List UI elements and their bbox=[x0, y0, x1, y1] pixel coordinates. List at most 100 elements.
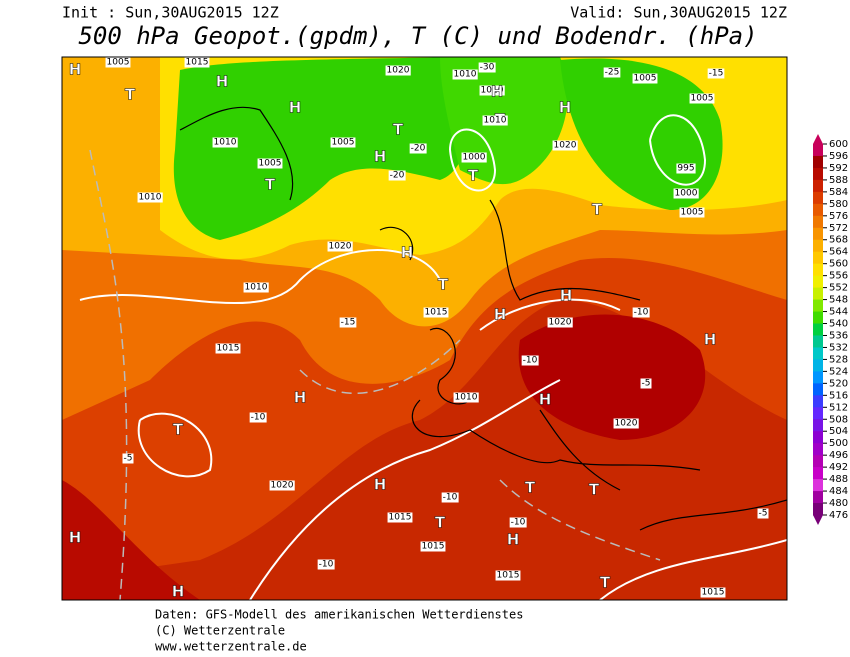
colorbar-band bbox=[813, 419, 823, 432]
label-box bbox=[122, 453, 134, 464]
label-box bbox=[453, 392, 479, 403]
contour-label: -20 bbox=[390, 171, 405, 181]
colorbar-label: 560 bbox=[829, 259, 848, 270]
contour-label: 1020 bbox=[387, 66, 410, 76]
pressure-center: H bbox=[69, 61, 82, 79]
colorbar-band bbox=[813, 431, 823, 444]
colorbar-label: 568 bbox=[829, 235, 848, 246]
colorbar-band bbox=[813, 263, 823, 277]
label-box bbox=[509, 517, 527, 528]
contour-label: 1015 bbox=[217, 344, 240, 354]
contour-label: -10 bbox=[634, 308, 649, 318]
colorbar-band bbox=[813, 227, 823, 241]
pressure-center: T bbox=[592, 201, 603, 219]
contour-label: 1010 bbox=[454, 70, 477, 80]
contour-label: 1020 bbox=[549, 318, 572, 328]
contour-label: 995 bbox=[677, 164, 694, 174]
pressure-center: H bbox=[507, 531, 520, 549]
pressure-center: H bbox=[560, 287, 573, 305]
colorbar-label: 580 bbox=[829, 199, 848, 210]
contour-label: -5 bbox=[759, 509, 768, 519]
pressure-center: H bbox=[216, 73, 229, 91]
pressure-center: T bbox=[265, 176, 276, 194]
contour-label: -30 bbox=[480, 63, 495, 73]
colorbar-band bbox=[813, 179, 823, 193]
colorbar-band bbox=[813, 251, 823, 265]
colorbar-label: 512 bbox=[829, 402, 848, 413]
colorbar-band bbox=[813, 155, 823, 169]
colorbar-label: 556 bbox=[829, 271, 848, 282]
label-box bbox=[327, 241, 353, 252]
colorbar-label: 548 bbox=[829, 295, 848, 306]
contour-label: -5 bbox=[124, 454, 133, 464]
contour-label: -20 bbox=[411, 144, 426, 154]
colorbar-band bbox=[813, 144, 823, 157]
label-box bbox=[388, 170, 406, 181]
label-box bbox=[212, 137, 238, 148]
contour-label: 1010 bbox=[245, 283, 268, 293]
colorbar-band bbox=[813, 203, 823, 217]
contour-label: 1010 bbox=[139, 193, 162, 203]
colorbar-band bbox=[813, 347, 823, 360]
pressure-center: T bbox=[125, 86, 136, 104]
pressure-center: T bbox=[468, 167, 479, 185]
pressure-center: T bbox=[438, 276, 449, 294]
pressure-center: T bbox=[600, 574, 611, 592]
label-box bbox=[385, 65, 411, 76]
label-box bbox=[257, 158, 283, 169]
valid-time: Valid: Sun,30AUG2015 12Z bbox=[570, 4, 787, 22]
label-box bbox=[243, 282, 269, 293]
contour-label: 1015 bbox=[389, 513, 412, 523]
map-title: 500 hPa Geopot.(gpdm), T (C) und Bodendr… bbox=[78, 22, 757, 50]
label-box bbox=[700, 587, 726, 598]
label-box bbox=[409, 143, 427, 154]
colorbar-band bbox=[813, 359, 823, 372]
colorbar-label: 540 bbox=[829, 319, 848, 330]
colorbar-band bbox=[813, 311, 823, 325]
pressure-center: H bbox=[494, 306, 507, 324]
pressure-center: T bbox=[525, 479, 536, 497]
contour-label: -5 bbox=[642, 379, 651, 389]
colorbar-label: 524 bbox=[829, 366, 848, 377]
pressure-center: T bbox=[173, 421, 184, 439]
colorbar-band bbox=[813, 239, 823, 253]
contour-label: 1005 bbox=[259, 159, 282, 169]
contour-label: 1015 bbox=[422, 542, 445, 552]
colorbar-band bbox=[813, 443, 823, 456]
label-box bbox=[452, 69, 478, 80]
label-box bbox=[676, 163, 696, 174]
contour-label: 1005 bbox=[681, 208, 704, 218]
contour-label: 1015 bbox=[702, 588, 725, 598]
pressure-center: H bbox=[491, 83, 504, 101]
contour-label: 1020 bbox=[615, 419, 638, 429]
colorbar-band bbox=[813, 383, 823, 396]
label-box bbox=[478, 62, 496, 73]
contour-label: -10 bbox=[511, 518, 526, 528]
pressure-center: H bbox=[559, 99, 572, 117]
colorbar-arrow bbox=[813, 515, 823, 525]
contour-label: -15 bbox=[709, 69, 724, 79]
label-box bbox=[105, 57, 131, 68]
colorbar-label: 496 bbox=[829, 450, 848, 461]
colorbar-label: 528 bbox=[829, 354, 848, 365]
label-box bbox=[215, 343, 241, 354]
label-box bbox=[137, 192, 163, 203]
contour-label: 1020 bbox=[329, 242, 352, 252]
colorbar-label: 576 bbox=[829, 211, 848, 222]
contour-label: -10 bbox=[319, 560, 334, 570]
label-box bbox=[613, 418, 639, 429]
colorbar-band bbox=[813, 395, 823, 408]
footer-line: www.wetterzentrale.de bbox=[155, 640, 307, 654]
footer-line: Daten: GFS-Modell des amerikanischen Wet… bbox=[155, 608, 523, 622]
contour-label: 1020 bbox=[271, 481, 294, 491]
pressure-center: H bbox=[374, 476, 387, 494]
label-box bbox=[632, 307, 650, 318]
label-box bbox=[423, 307, 449, 318]
pressure-center: H bbox=[374, 148, 387, 166]
colorbar-band bbox=[813, 323, 823, 336]
label-box bbox=[249, 412, 267, 423]
colorbar-label: 572 bbox=[829, 223, 848, 234]
colorbar-arrow bbox=[813, 134, 823, 144]
label-box bbox=[707, 68, 725, 79]
colorbar-label: 484 bbox=[829, 486, 848, 497]
